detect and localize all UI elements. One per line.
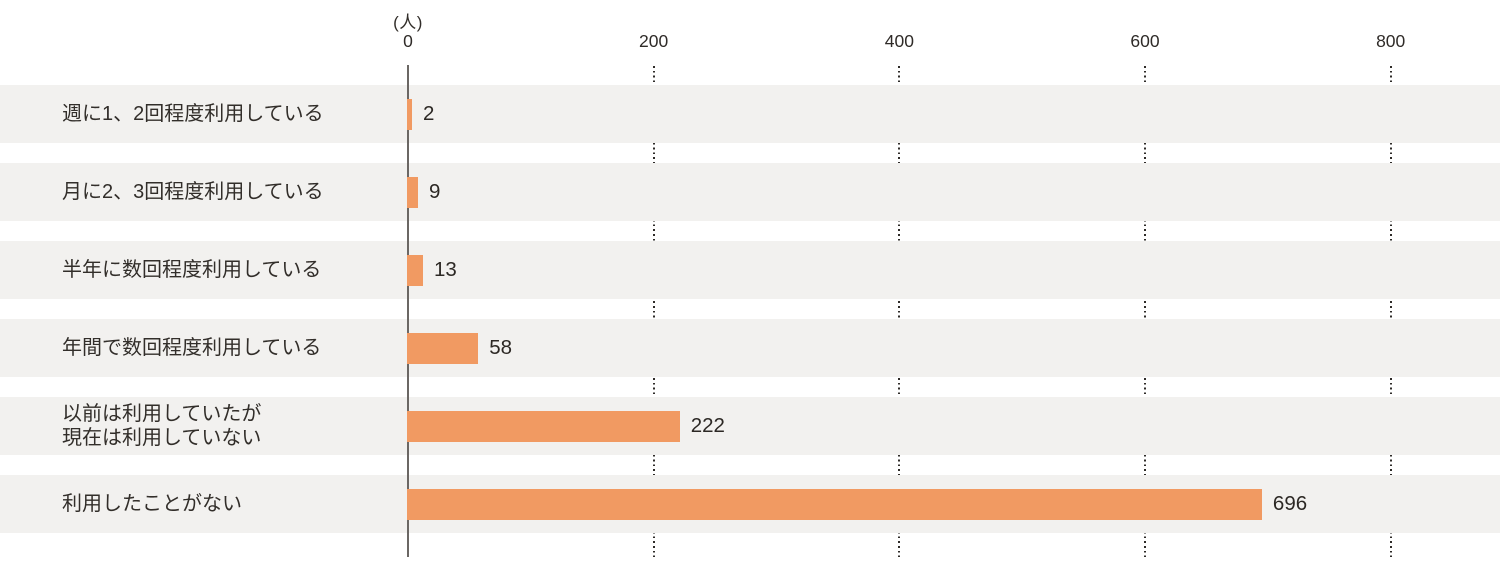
chart-row: 利用したことがない 696 — [0, 475, 1500, 533]
bar — [407, 410, 680, 442]
bar — [407, 332, 479, 364]
bar — [407, 176, 419, 208]
category-label: 半年に数回程度利用している — [62, 259, 322, 281]
value-label: 13 — [433, 258, 457, 281]
x-axis-tick-label: 400 — [884, 31, 914, 51]
chart-row: 年間で数回程度利用している 58 — [0, 319, 1500, 377]
value-label: 58 — [489, 336, 513, 359]
value-label: 696 — [1272, 492, 1308, 515]
x-axis-tick-label: 200 — [639, 31, 669, 51]
x-axis-tick-label: 600 — [1130, 31, 1160, 51]
chart-row: 半年に数回程度利用している 13 — [0, 241, 1500, 299]
gridline — [1144, 66, 1146, 557]
chart-row: 以前は利用していたが 現在は利用していない 222 — [0, 397, 1500, 455]
category-label: 利用したことがない — [62, 493, 242, 515]
value-label: 222 — [690, 414, 725, 437]
bar — [407, 254, 423, 286]
chart-rows: 週に1、2回程度利用している 2 月に2、3回程度利用している 9 半年に数回程… — [0, 85, 1500, 533]
category-label: 週に1、2回程度利用している — [62, 103, 324, 125]
y-axis-line — [407, 65, 409, 557]
chart-row: 週に1、2回程度利用している 2 — [0, 85, 1500, 143]
value-label: 2 — [423, 102, 435, 125]
bar — [407, 488, 1262, 520]
x-axis-tick-label: 800 — [1376, 31, 1406, 51]
axis-unit-label: (人) — [393, 13, 423, 32]
value-label: 9 — [429, 180, 441, 203]
chart-row: 月に2、3回程度利用している 9 — [0, 163, 1500, 221]
category-label: 以前は利用していたが 現在は利用していない — [62, 403, 262, 449]
gridline — [652, 66, 655, 557]
category-label: 月に2、3回程度利用している — [62, 181, 324, 203]
gridline — [898, 66, 901, 557]
bar — [407, 98, 412, 130]
x-axis-tick-label: 0 — [403, 31, 413, 51]
category-label: 年間で数回程度利用している — [62, 337, 322, 359]
gridline — [1389, 66, 1392, 557]
